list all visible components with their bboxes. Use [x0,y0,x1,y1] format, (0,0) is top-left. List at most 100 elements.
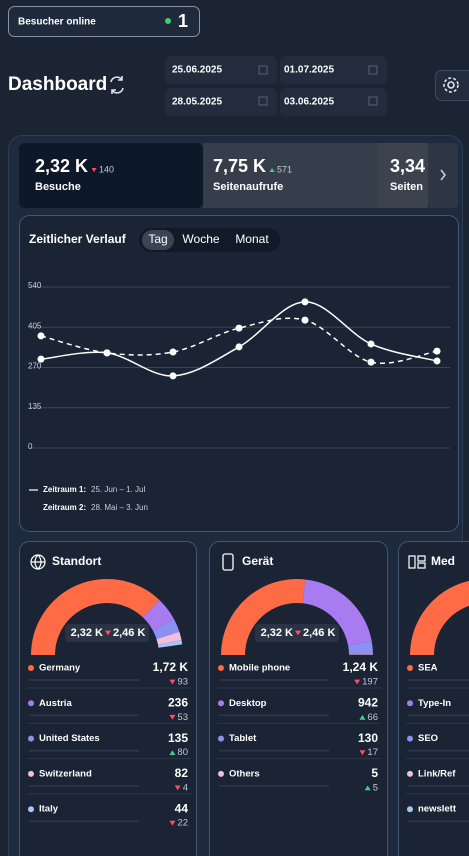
y-tick-label: 135 [28,402,42,411]
date-text: 03.06.2025 [284,97,334,108]
kpi-card[interactable] [19,143,203,208]
gauge-segment [302,579,372,646]
item-delta: 80 [177,747,188,758]
item-name: Italy [39,804,59,815]
legend-dot [218,665,224,671]
legend-name: Zeitraum 2: [43,503,86,512]
gauge-segment [157,639,183,648]
item-delta: 66 [367,712,378,723]
gear-icon [443,77,459,93]
legend-dot [407,806,413,813]
kpi-scroll[interactable] [428,143,458,208]
item-delta: 4 [183,782,188,793]
kpi-card[interactable] [378,143,428,208]
y-tick-label: 540 [28,281,42,290]
settings-button[interactable] [435,70,469,101]
date-text: 01.07.2025 [284,65,334,76]
data-point [301,298,309,306]
gauge-total: 2,32 K [261,627,293,639]
kpi-label: Besuche [35,181,81,193]
item-name: SEA [418,663,438,674]
item-value: 135 [168,731,188,745]
y-tick-label: 0 [28,442,33,451]
kpi-card[interactable] [203,143,378,208]
data-point [301,316,309,324]
tab[interactable]: Woche [182,232,219,246]
gauge-previous: 2,46 K [303,627,335,639]
gauge-total: 2,32 K [71,627,103,639]
date-input[interactable] [280,88,387,116]
online-box [8,6,200,37]
date-text: 28.05.2025 [172,97,222,108]
online-dot [165,18,171,24]
page-title: Dashboard [8,74,107,95]
legend-dot [28,735,34,742]
online-count: 1 [178,11,188,31]
item-name: Link/Ref [418,768,456,779]
item-name: Germany [39,663,81,674]
refresh-button[interactable] [110,76,124,94]
delta-arrow [364,785,371,791]
legend-dot [28,665,34,671]
item-name: Austria [39,698,72,709]
delta-arrow [354,679,361,685]
tab[interactable]: Monat [235,232,269,246]
gauge-segment [348,640,373,655]
item-delta: 17 [367,747,378,758]
legend-dot [218,700,224,707]
item-value: 236 [168,695,188,709]
icon [222,553,234,571]
date-input[interactable] [165,56,277,84]
gauge-segment [221,578,306,655]
gauge-segment [348,654,373,655]
kpi-delta: 571 [277,164,292,174]
delta-arrow [169,679,176,685]
delta-arrow [295,630,301,636]
tab-bar [139,228,280,252]
legend-dot [218,735,224,742]
delta-arrow [169,714,176,720]
legend-dot [407,735,413,742]
item-name: Tablet [229,733,257,744]
item-name: SEO [418,733,438,744]
kpi-label: Seiten [390,181,423,193]
tab-active [142,230,174,250]
delta-arrow [105,630,111,636]
date-input[interactable] [165,88,277,116]
item-value: 44 [175,801,189,815]
legend-period: 28. Mai – 3. Jun [91,503,148,512]
gauge-previous: 2,46 K [113,627,145,639]
delta-arrow [359,714,366,720]
item-delta: 22 [177,818,188,829]
date-inputs: 25.06.2025 01.07.2025 28.05.2025 03.06.2… [165,56,387,116]
kpi-value: 7,75 K [213,156,266,176]
item-value: 1,24 K [343,660,379,674]
data-point [37,332,45,340]
data-point [235,324,243,332]
data-point [37,355,45,363]
item-delta: 197 [362,677,378,688]
item-name: Switzerland [39,768,92,779]
item-name: Others [229,768,260,779]
item-delta: 53 [177,712,188,723]
card-title: Standort [52,554,101,568]
date-input[interactable] [280,56,387,84]
legend-dot [28,700,34,707]
icon [30,554,46,570]
data-point [367,358,375,366]
item-value: 82 [175,766,189,780]
data-point [169,372,177,380]
tab[interactable]: Tag [148,232,167,246]
data-point [433,347,441,355]
legend-dot [218,770,224,777]
kpi-delta: 140 [99,164,114,174]
gauge-segment [142,599,174,631]
item-value: 1,72 K [153,660,189,674]
item-name: United States [39,733,100,744]
item-value: 942 [358,695,378,709]
data-point [367,340,375,348]
breakdown-card [398,541,469,856]
chart-title: Zeitlicher Verlauf [29,232,127,246]
